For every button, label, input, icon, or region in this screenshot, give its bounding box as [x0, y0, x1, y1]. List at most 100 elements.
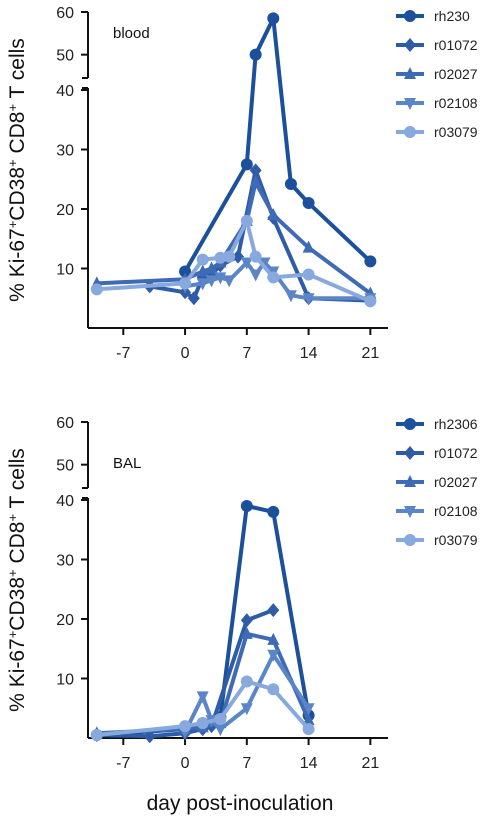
series-group: [90, 499, 315, 744]
y-tick-label: 30: [56, 553, 74, 570]
series-group: [90, 12, 377, 308]
data-point: [240, 158, 253, 171]
data-point: [179, 277, 192, 290]
legend-label: r02108: [434, 95, 478, 111]
data-point: [179, 720, 192, 733]
legend: rh2306 r01072 r02027 r02108 r03079: [396, 416, 478, 548]
data-point: [196, 717, 209, 730]
data-point: [302, 268, 315, 281]
y-axis-label-superscript: +: [5, 569, 20, 577]
axes: -7 0 7 14 21 10 20 30 40 50 60: [56, 5, 388, 362]
y-tick-label: 40: [56, 493, 74, 510]
data-point: [267, 603, 280, 618]
x-tick-label: -7: [116, 345, 130, 362]
data-point: [302, 713, 315, 726]
x-tick-label: -7: [116, 755, 130, 772]
panel-label: BAL: [113, 455, 141, 472]
data-point: [232, 249, 244, 264]
data-point: [179, 265, 192, 278]
data-point: [240, 214, 253, 227]
y-axis-label-superscript: +: [5, 631, 20, 639]
data-point: [240, 613, 253, 628]
series-r02108: [179, 649, 315, 740]
legend-label: r01072: [434, 445, 478, 461]
x-tick-label: 14: [300, 755, 318, 772]
legend-label: r03079: [434, 532, 478, 548]
legend-marker: [404, 506, 416, 518]
legend-item: r01072: [396, 37, 478, 53]
data-point: [267, 683, 280, 696]
data-point: [205, 275, 218, 288]
legend-marker: [404, 10, 416, 22]
series-r03079: [90, 675, 315, 742]
data-point: [214, 724, 227, 737]
data-point: [302, 723, 315, 736]
y-axis-label-part: T cells: [6, 448, 29, 514]
panel-label: blood: [113, 25, 150, 42]
data-point: [302, 703, 315, 716]
x-axis-label: day post-inoculation: [147, 792, 334, 815]
legend-item: r02108: [396, 503, 478, 519]
data-point: [267, 271, 280, 284]
data-point: [267, 649, 280, 662]
data-point: [187, 291, 200, 306]
data-point: [90, 283, 103, 296]
y-axis-label-part: % Ki-67: [6, 228, 29, 302]
legend-item: r02108: [396, 95, 478, 111]
data-point: [240, 675, 253, 688]
legend-marker: [404, 446, 416, 460]
data-point: [240, 626, 253, 639]
series-line: [183, 16, 373, 274]
legend-marker: [404, 475, 416, 487]
x-tick-label: 7: [242, 755, 251, 772]
legend-marker: [404, 67, 416, 79]
y-tick-label: 60: [56, 415, 74, 432]
data-point: [364, 255, 377, 268]
y-axis-label-superscript: +: [5, 221, 20, 229]
data-point: [249, 269, 262, 282]
x-tick-label: 7: [242, 345, 251, 362]
x-tick-label: 0: [181, 755, 190, 772]
legend-item: r03079: [396, 532, 478, 548]
y-axis-label: % Ki-67+CD38+ CD8+ T cells: [5, 38, 30, 302]
legend-item: rh230: [396, 8, 470, 24]
legend-label: r02027: [434, 66, 478, 82]
series-rh2306: [90, 499, 315, 742]
data-point: [214, 251, 227, 264]
data-point: [214, 712, 227, 725]
data-point: [267, 505, 280, 518]
legend-item: r02027: [396, 66, 478, 82]
data-point: [240, 703, 253, 716]
legend-marker: [404, 126, 416, 138]
data-point: [196, 253, 209, 266]
data-point: [240, 499, 253, 512]
data-point: [196, 691, 209, 704]
y-axis-label-part: T cells: [6, 38, 29, 104]
y-tick-label: 20: [56, 612, 74, 629]
y-tick-label: 10: [56, 672, 74, 689]
series-r03079: [90, 214, 377, 308]
data-point: [267, 207, 280, 220]
data-point: [240, 257, 253, 270]
legend-label: r03079: [434, 124, 478, 140]
legend-item: r03079: [396, 124, 478, 140]
y-tick-label: 50: [56, 458, 74, 475]
y-axis-label-part: CD8: [6, 112, 29, 160]
legend-label: r02027: [434, 474, 478, 490]
legend-marker: [404, 98, 416, 110]
y-axis-label-part: CD38: [6, 167, 29, 221]
data-point: [205, 261, 218, 274]
legend-label: r01072: [434, 37, 478, 53]
legend-label: rh230: [434, 8, 470, 24]
data-point: [249, 163, 262, 178]
data-point: [249, 250, 262, 263]
x-tick-label: 21: [361, 345, 379, 362]
series-line: [94, 180, 373, 296]
y-tick-label: 40: [56, 83, 74, 100]
data-point: [223, 250, 236, 263]
legend-item: rh2306: [396, 416, 478, 432]
legend-item: r02027: [396, 474, 478, 490]
